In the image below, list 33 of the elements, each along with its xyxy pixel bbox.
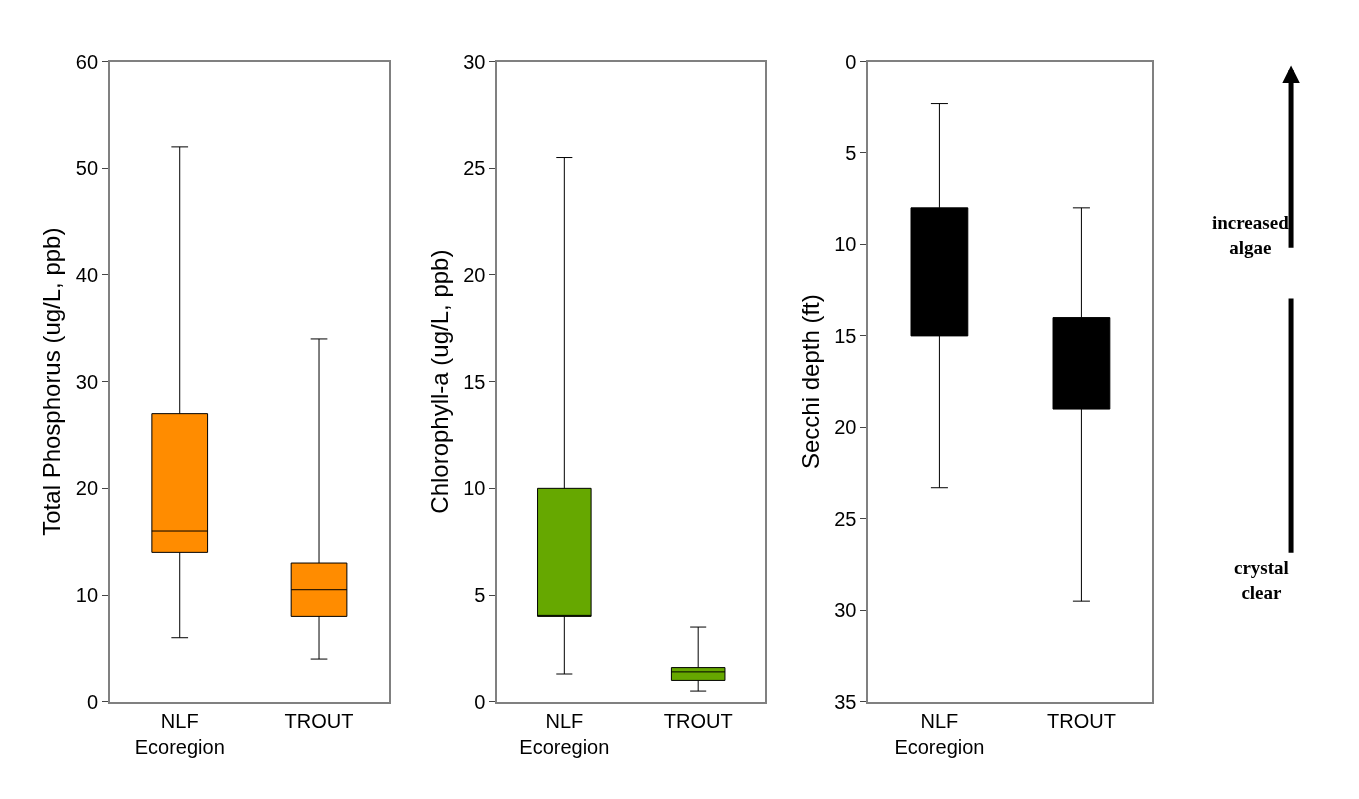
y-tick-label: 10 xyxy=(463,477,486,500)
y-axis-title: Chlorophyll-a (ug/L, ppb) xyxy=(425,249,453,514)
text: increased algae xyxy=(1212,212,1290,258)
x-tick-label: NLF Ecoregion xyxy=(894,709,985,758)
y-tick-label: 10 xyxy=(75,584,99,607)
y-tick-label: 30 xyxy=(463,50,486,73)
y-tick-label: 20 xyxy=(834,416,857,439)
text: crystal clear xyxy=(1234,557,1289,603)
x-tick-label: TROUT xyxy=(284,709,354,732)
y-tick-label: 0 xyxy=(845,50,857,73)
y-tick-label: 10 xyxy=(834,233,857,256)
y-tick-label: 0 xyxy=(86,690,99,713)
y-tick-label: 25 xyxy=(463,157,486,180)
y-tick-label: 20 xyxy=(463,263,486,286)
y-axis-title: Total Phosphorus (ug/L, ppb) xyxy=(38,227,66,536)
y-axis-title: Secchi depth (ft) xyxy=(796,294,824,469)
y-tick-label: 40 xyxy=(75,263,99,286)
x-tick-label: TROUT xyxy=(663,709,733,732)
x-tick-label: TROUT xyxy=(1046,709,1116,732)
x-tick-label: NLF Ecoregion xyxy=(134,709,225,758)
y-tick-label: 0 xyxy=(474,690,486,713)
y-tick-label: 30 xyxy=(834,599,857,622)
y-tick-label: 5 xyxy=(845,141,857,164)
y-tick-label: 35 xyxy=(834,690,857,713)
y-tick-label: 20 xyxy=(75,477,99,500)
y-tick-label: 25 xyxy=(834,507,857,530)
y-tick-label: 5 xyxy=(474,584,486,607)
y-tick-label: 15 xyxy=(834,324,857,347)
y-tick-label: 60 xyxy=(75,50,99,73)
y-tick-label: 30 xyxy=(75,370,99,393)
y-tick-label: 50 xyxy=(75,157,99,180)
x-tick-label: NLF Ecoregion xyxy=(519,709,610,758)
y-tick-label: 15 xyxy=(463,370,486,393)
